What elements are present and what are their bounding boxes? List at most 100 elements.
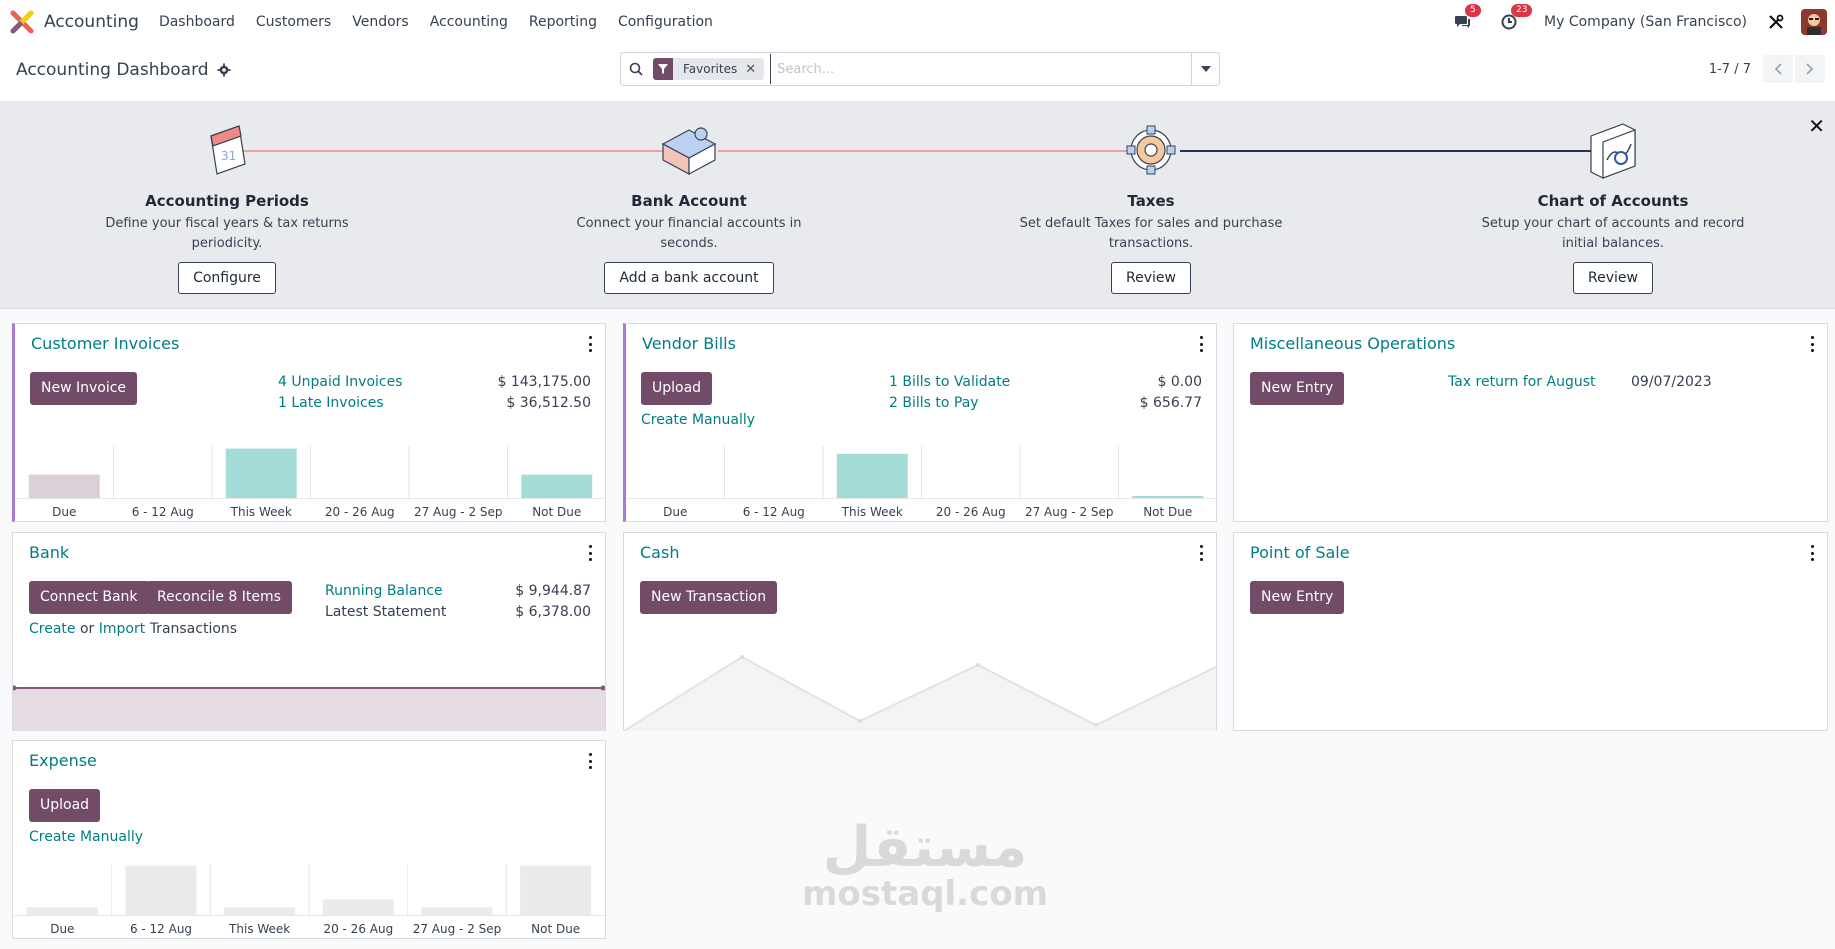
card-menu-icon[interactable] [587,545,593,561]
chart-x-label: This Week [841,505,903,519]
search-bar[interactable]: Favorites ✕ [620,52,1220,86]
cash-sample-point [976,663,980,667]
transactions-text: Transactions [149,621,238,637]
create-bill-manually-link[interactable]: Create Manually [641,412,756,428]
journal-card-cash: Cash New Transaction [623,532,1217,731]
pager-previous-button[interactable] [1763,55,1793,83]
bank-balance-chart [13,685,605,731]
menu-configuration[interactable]: Configuration [617,14,713,30]
cash-sample-point [858,719,862,723]
chart-x-label: This Week [230,505,292,519]
user-avatar[interactable] [1801,9,1827,35]
chart-bar[interactable] [28,474,100,498]
menu-accounting[interactable]: Accounting [429,14,508,30]
tax-return-link[interactable]: Tax return for August [1448,374,1596,390]
chart-bar[interactable] [125,865,197,915]
chart-bar[interactable] [521,474,593,498]
card-menu-icon[interactable] [587,336,593,352]
facet-remove-icon[interactable]: ✕ [745,61,757,77]
card-menu-icon[interactable] [587,753,593,769]
running-balance-amount: $ 9,944.87 [515,583,591,599]
pager: 1-7 / 7 [1709,52,1825,86]
debug-tools-button[interactable] [1765,11,1787,33]
top-navbar: Accounting Dashboard Customers Vendors A… [0,0,1835,44]
journal-card-pos: Point of Sale New Entry [1233,532,1828,731]
upload-expense-button[interactable]: Upload [29,789,101,822]
bank-balance-area [13,688,605,731]
chart-x-label: 27 Aug - 2 Sep [1025,505,1114,519]
close-icon[interactable]: ✕ [1808,114,1825,138]
connect-bank-button[interactable]: Connect Bank [29,581,149,614]
journal-title[interactable]: Vendor Bills [642,334,736,353]
activities-button[interactable]: 23 [1498,4,1533,33]
filter-icon [653,58,673,80]
search-input[interactable] [770,54,1191,84]
company-switcher[interactable]: My Company (San Francisco) [1544,14,1747,30]
late-invoices-link[interactable]: 1 Late Invoices [278,395,384,411]
onboarding-step-coa: Chart of Accounts Setup your chart of ac… [1473,120,1753,294]
new-transaction-button[interactable]: New Transaction [640,581,778,614]
menu-vendors[interactable]: Vendors [352,14,409,30]
chart-x-label: Due [663,505,687,519]
onboarding-step-bank: Bank Account Connect your financial acco… [549,120,829,294]
unpaid-invoices-link[interactable]: 4 Unpaid Invoices [278,374,403,390]
card-menu-icon[interactable] [1809,336,1815,352]
chart-bar[interactable] [224,907,296,915]
pager-value[interactable]: 1-7 / 7 [1708,61,1751,77]
new-entry-button[interactable]: New Entry [1250,581,1345,614]
chart-bar[interactable] [225,448,297,498]
chart-bar[interactable] [421,907,493,915]
clock-icon [1501,14,1517,30]
step-description: Connect your financial accounts in secon… [576,216,802,251]
import-transactions-link[interactable]: Import [98,621,146,637]
review-taxes-button[interactable]: Review [1111,262,1191,294]
chart-x-label: 20 - 26 Aug [325,505,395,519]
configure-button[interactable]: Configure [178,262,276,294]
create-expense-manually-link[interactable]: Create Manually [29,829,144,845]
app-name[interactable]: Accounting [44,12,139,32]
cash-sample-point [740,655,744,659]
bills-to-pay-link[interactable]: 2 Bills to Pay [889,395,979,411]
new-entry-button[interactable]: New Entry [1250,372,1345,405]
page-title-text: Accounting Dashboard [16,60,209,80]
card-menu-icon[interactable] [1198,336,1204,352]
pager-next-button[interactable] [1795,55,1825,83]
card-menu-icon[interactable] [1198,545,1204,561]
gear-illustration-icon [1011,120,1291,180]
bills-to-validate-link[interactable]: 1 Bills to Validate [889,374,1011,390]
puzzle-icon [549,120,829,180]
new-invoice-button[interactable]: New Invoice [30,372,138,405]
caret-down-icon [1200,66,1211,72]
journal-title[interactable]: Expense [29,751,97,770]
gear-icon[interactable] [217,63,231,77]
journal-title[interactable]: Point of Sale [1250,543,1350,562]
journal-title[interactable]: Customer Invoices [31,334,180,353]
messages-button[interactable]: 5 [1452,4,1481,33]
add-bank-account-button[interactable]: Add a bank account [604,262,774,294]
cash-sample-chart [624,655,1216,731]
chart-bar[interactable] [26,907,98,915]
menu-customers[interactable]: Customers [255,14,332,30]
menu-dashboard[interactable]: Dashboard [158,14,235,30]
chart-bar[interactable] [520,865,592,915]
create-transaction-link[interactable]: Create [29,621,76,637]
journal-title[interactable]: Bank [29,543,70,562]
bills-to-validate-amount: $ 0.00 [1157,374,1202,390]
card-menu-icon[interactable] [1809,545,1815,561]
journal-title[interactable]: Miscellaneous Operations [1250,334,1456,353]
upload-bills-button[interactable]: Upload [641,372,713,405]
menu-reporting[interactable]: Reporting [528,14,597,30]
step-description: Define your fiscal years & tax returns p… [105,216,349,251]
chart-bar[interactable] [836,453,908,498]
search-options-toggle[interactable] [1191,53,1219,85]
progress-line-2 [718,150,1150,152]
reconcile-button[interactable]: Reconcile 8 Items [146,581,292,614]
chart-x-label: 20 - 26 Aug [936,505,1006,519]
review-coa-button[interactable]: Review [1573,262,1653,294]
chart-bar[interactable] [322,899,394,915]
chart-bar[interactable] [1132,495,1204,498]
journal-title[interactable]: Cash [640,543,680,562]
app-logo-icon[interactable] [10,10,34,34]
step-title: Bank Account [631,192,747,210]
running-balance-link[interactable]: Running Balance [325,583,443,599]
